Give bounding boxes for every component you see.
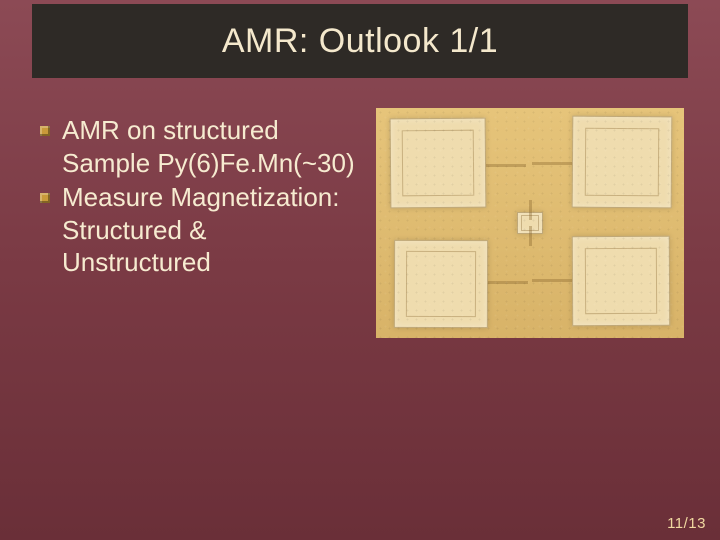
slide: AMR: Outlook 1/1 AMR on structured Sampl…	[0, 0, 720, 540]
title-bar: AMR: Outlook 1/1	[32, 4, 688, 78]
trace-icon	[532, 162, 572, 165]
bullet-list: AMR on structured Sample Py(6)Fe.Mn(~30)…	[36, 108, 356, 500]
trace-icon	[532, 279, 572, 282]
contact-pad-icon	[390, 118, 487, 209]
slide-title: AMR: Outlook 1/1	[222, 22, 498, 61]
bullet-item: AMR on structured Sample Py(6)Fe.Mn(~30)	[36, 114, 356, 179]
page-number: 11/13	[667, 515, 706, 532]
bullet-item: Measure Magnetization: Structured & Unst…	[36, 181, 356, 279]
contact-pad-icon	[394, 240, 488, 328]
content-area: AMR on structured Sample Py(6)Fe.Mn(~30)…	[36, 108, 684, 500]
contact-pad-icon	[572, 236, 670, 327]
sample-micrograph	[376, 108, 684, 338]
trace-icon	[486, 164, 526, 167]
trace-icon	[529, 200, 532, 220]
contact-pad-icon	[572, 116, 673, 209]
trace-icon	[488, 281, 528, 284]
trace-icon	[529, 226, 532, 246]
